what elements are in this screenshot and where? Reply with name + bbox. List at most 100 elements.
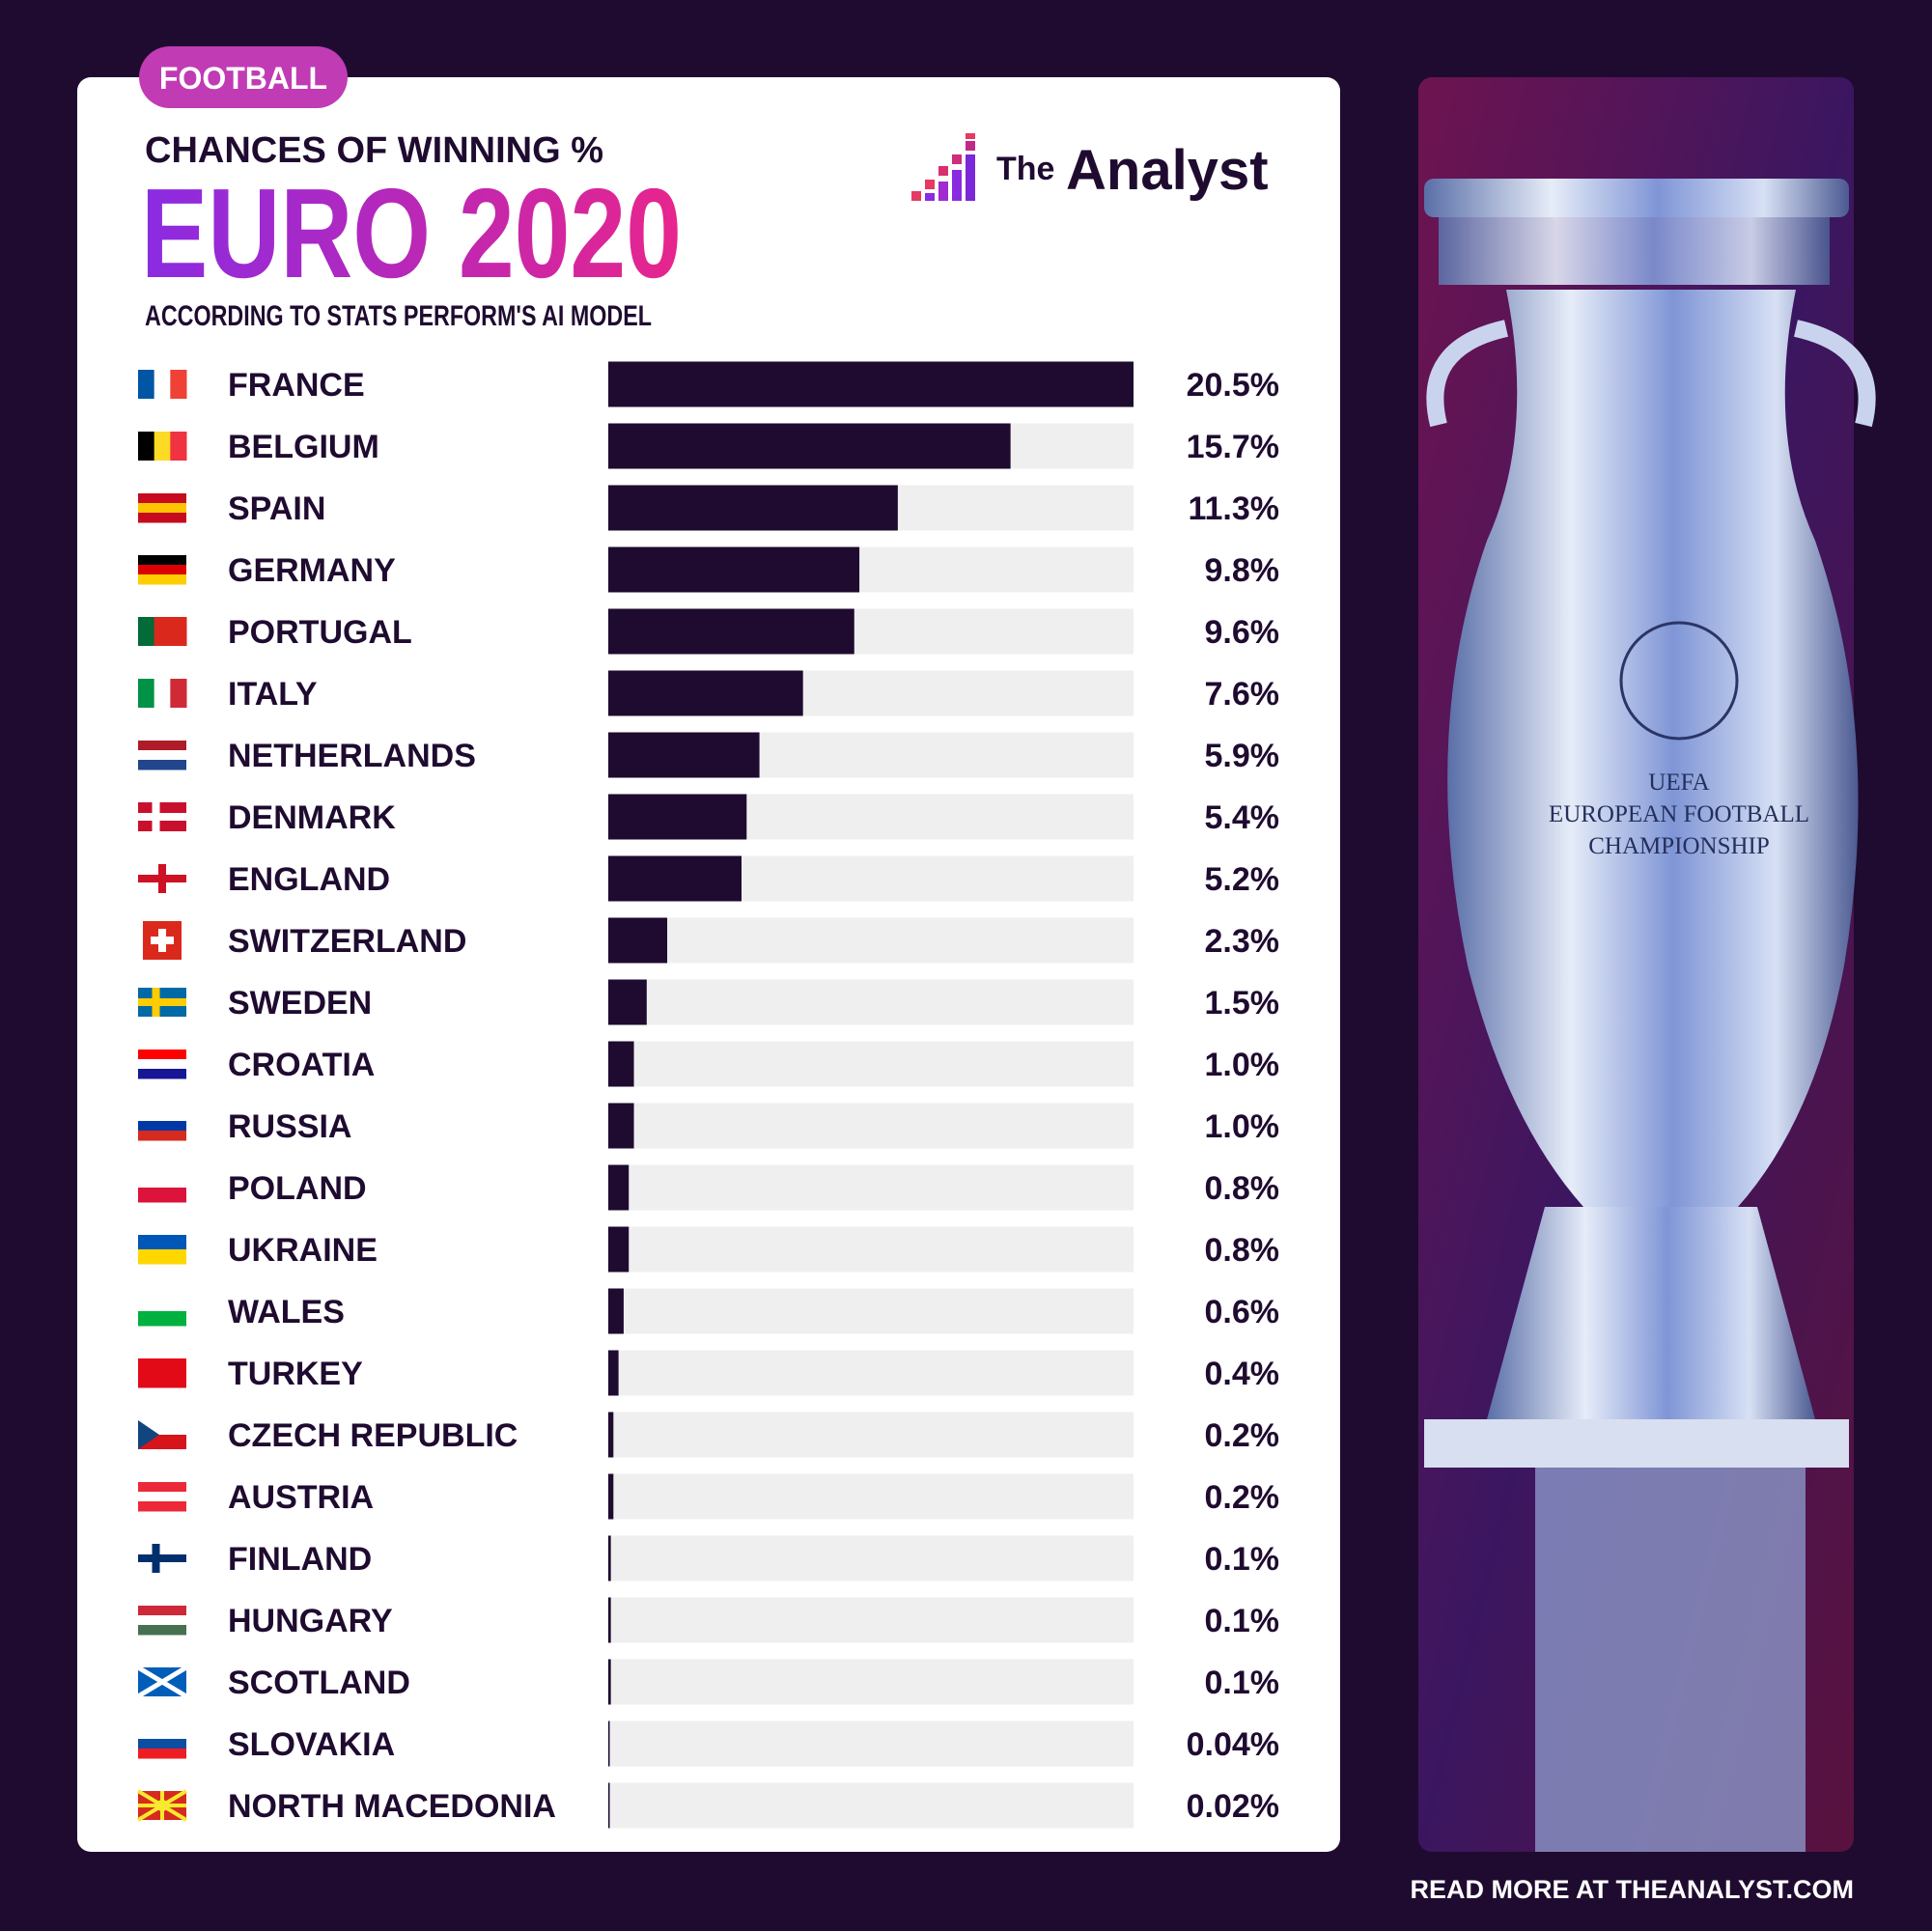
category-label: SWITZERLAND	[228, 923, 466, 960]
flag-part	[138, 565, 186, 575]
category-label: ENGLAND	[228, 861, 390, 898]
flag-part	[138, 493, 186, 504]
category-label: UKRAINE	[228, 1232, 378, 1269]
value-label: 7.6%	[1205, 676, 1280, 713]
bar	[608, 1226, 630, 1273]
flag-part	[138, 1188, 186, 1203]
logo-icon	[911, 133, 975, 201]
category-label: FINLAND	[228, 1541, 372, 1578]
category-label: BELGIUM	[228, 429, 379, 465]
flag-part	[138, 1235, 186, 1250]
photo-engraving: UEFA	[1648, 770, 1709, 796]
flag-part	[138, 1606, 186, 1616]
bar	[608, 1721, 610, 1767]
value-label: 0.1%	[1205, 1603, 1280, 1639]
flag-part	[138, 1749, 186, 1759]
flag-part	[138, 1069, 186, 1079]
flag-part	[138, 813, 186, 821]
row: BELGIUM 15.7%	[138, 423, 1279, 469]
flag-part	[138, 1059, 186, 1070]
category-label: RUSSIA	[228, 1108, 351, 1145]
row: CZECH REPUBLIC 0.2%	[138, 1412, 1279, 1458]
photo-engraving: CHAMPIONSHIP	[1588, 833, 1770, 859]
category-label: NORTH MACEDONIA	[228, 1788, 556, 1825]
flag-part	[156, 1800, 168, 1811]
flag-part	[138, 760, 186, 770]
bar-track	[608, 1103, 1134, 1149]
row: SPAIN 11.3%	[138, 485, 1279, 531]
category-label: TURKEY	[228, 1356, 363, 1392]
bar-track	[608, 1535, 1134, 1581]
row: ITALY 7.6%	[138, 670, 1280, 716]
row: RUSSIA 1.0%	[138, 1103, 1279, 1149]
bar-track	[608, 1164, 1134, 1211]
row: FRANCE 20.5%	[138, 361, 1279, 407]
category-label: WALES	[228, 1294, 345, 1330]
category-label: SLOVAKIA	[228, 1726, 395, 1763]
flag-part	[154, 432, 171, 461]
flag-part	[138, 1131, 186, 1141]
category-label: GERMANY	[228, 552, 396, 589]
row: TURKEY 0.4%	[138, 1350, 1279, 1396]
row: ENGLAND 5.2%	[138, 855, 1280, 902]
row: SLOVAKIA 0.04%	[138, 1721, 1279, 1767]
bar	[608, 670, 803, 716]
flag-part	[138, 1373, 186, 1388]
category-label: SPAIN	[228, 490, 325, 527]
row: GERMANY 9.8%	[138, 546, 1279, 593]
bar	[608, 1350, 619, 1396]
tag-pill	[139, 46, 348, 108]
bar	[608, 361, 1134, 407]
bar-track	[608, 1288, 1134, 1334]
bar	[608, 1782, 610, 1829]
category-label: HUNGARY	[228, 1603, 393, 1639]
flag-part	[138, 1173, 186, 1189]
photo	[1418, 77, 1876, 1852]
row: SWITZERLAND 2.3%	[143, 917, 1279, 964]
bar	[608, 917, 668, 964]
flag-part	[154, 679, 171, 708]
value-label: 0.2%	[1205, 1479, 1280, 1516]
row: WALES 0.6%	[138, 1288, 1279, 1334]
flag-part	[154, 370, 171, 399]
flag-part	[138, 503, 186, 514]
bar-track	[608, 1412, 1134, 1458]
flag-part	[138, 1501, 186, 1512]
category-label: ITALY	[228, 676, 318, 713]
value-label: 15.7%	[1187, 429, 1279, 465]
bar-track	[608, 1041, 1134, 1087]
flag-part	[138, 1297, 186, 1312]
row: POLAND 0.8%	[138, 1164, 1279, 1211]
row: PORTUGAL 9.6%	[138, 608, 1280, 655]
flag-part	[138, 1554, 186, 1562]
bar-track	[608, 1721, 1134, 1767]
category-label: DENMARK	[228, 799, 396, 836]
bar-track	[608, 1659, 1134, 1705]
bar	[608, 979, 647, 1025]
bar	[608, 1288, 624, 1334]
value-label: 20.5%	[1187, 367, 1279, 404]
value-label: 1.0%	[1205, 1047, 1280, 1083]
category-label: PORTUGAL	[228, 614, 412, 651]
row: HUNGARY 0.1%	[138, 1597, 1280, 1643]
category-label: AUSTRIA	[228, 1479, 374, 1516]
row: DENMARK 5.4%	[138, 794, 1280, 840]
flag-part	[138, 617, 155, 646]
value-label: 5.2%	[1205, 861, 1280, 898]
category-label: FRANCE	[228, 367, 365, 404]
flag-part	[154, 617, 171, 646]
flag-part	[170, 370, 187, 399]
value-label: 5.4%	[1205, 799, 1280, 836]
bar	[608, 1597, 611, 1643]
flag-part	[170, 679, 187, 708]
brand-prefix: The	[996, 151, 1054, 187]
row: NETHERLANDS 5.9%	[138, 732, 1280, 778]
value-label: 5.9%	[1205, 738, 1280, 774]
flag-part	[138, 574, 186, 585]
flag-part	[138, 1625, 186, 1636]
value-label: 9.6%	[1205, 614, 1280, 651]
row: UKRAINE 0.8%	[138, 1226, 1279, 1273]
flag-part	[138, 1111, 186, 1122]
bar	[608, 485, 898, 531]
flag-part	[138, 1121, 186, 1132]
